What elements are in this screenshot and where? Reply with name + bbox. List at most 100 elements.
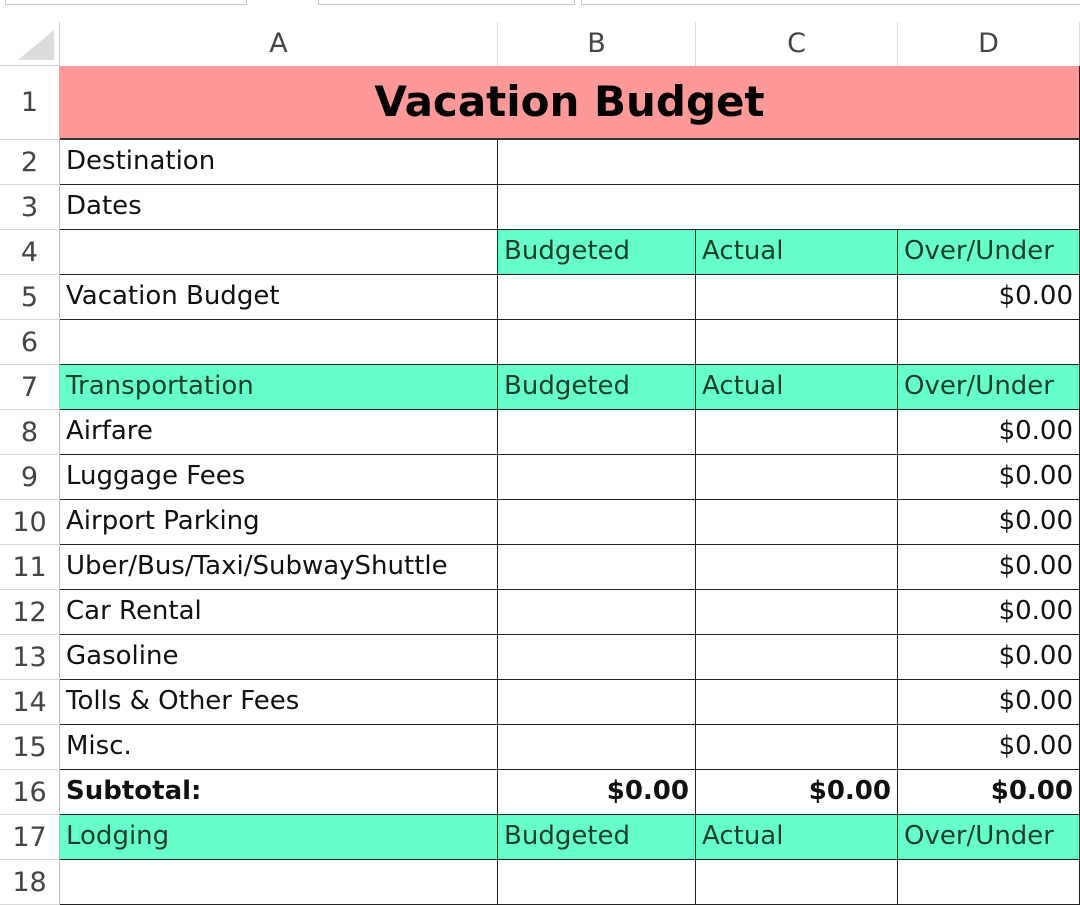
cell-b3[interactable] bbox=[498, 185, 1080, 230]
cell-b11[interactable] bbox=[498, 545, 696, 590]
cell-a4[interactable] bbox=[60, 230, 498, 275]
cell-d15[interactable]: $0.00 bbox=[898, 725, 1080, 770]
cell-c7[interactable]: Actual bbox=[696, 365, 898, 410]
row-header[interactable]: 17 bbox=[0, 815, 60, 860]
row-header[interactable]: 4 bbox=[0, 230, 60, 275]
title-cell[interactable]: Vacation Budget bbox=[60, 66, 1080, 140]
row-header[interactable]: 12 bbox=[0, 590, 60, 635]
cell-d17[interactable]: Over/Under bbox=[898, 815, 1080, 860]
row-10: 10 Airport Parking $0.00 bbox=[0, 500, 1080, 545]
row-header[interactable]: 5 bbox=[0, 275, 60, 320]
cell-d9[interactable]: $0.00 bbox=[898, 455, 1080, 500]
row-header[interactable]: 9 bbox=[0, 455, 60, 500]
row-13: 13 Gasoline $0.00 bbox=[0, 635, 1080, 680]
cell-c10[interactable] bbox=[696, 500, 898, 545]
cell-d4[interactable]: Over/Under bbox=[898, 230, 1080, 275]
row-1: 1 Vacation Budget bbox=[0, 66, 1080, 140]
cell-b4[interactable]: Budgeted bbox=[498, 230, 696, 275]
cell-b2[interactable] bbox=[498, 140, 1080, 185]
cell-c16[interactable]: $0.00 bbox=[696, 770, 898, 815]
cell-b17[interactable]: Budgeted bbox=[498, 815, 696, 860]
cell-c9[interactable] bbox=[696, 455, 898, 500]
cell-d7[interactable]: Over/Under bbox=[898, 365, 1080, 410]
cell-a6[interactable] bbox=[60, 320, 498, 365]
cell-a12[interactable]: Car Rental bbox=[60, 590, 498, 635]
cell-d13[interactable]: $0.00 bbox=[898, 635, 1080, 680]
cell-a8[interactable]: Airfare bbox=[60, 410, 498, 455]
cell-b8[interactable] bbox=[498, 410, 696, 455]
cell-c5[interactable] bbox=[696, 275, 898, 320]
cell-c13[interactable] bbox=[696, 635, 898, 680]
column-header-b[interactable]: B bbox=[498, 22, 696, 66]
cell-b15[interactable] bbox=[498, 725, 696, 770]
row-header[interactable]: 6 bbox=[0, 320, 60, 365]
cell-c18[interactable] bbox=[696, 860, 898, 905]
row-header[interactable]: 18 bbox=[0, 860, 60, 905]
cell-a11[interactable]: Uber/Bus/Taxi/SubwayShuttle bbox=[60, 545, 498, 590]
row-header[interactable]: 13 bbox=[0, 635, 60, 680]
cell-b5[interactable] bbox=[498, 275, 696, 320]
cell-a17[interactable]: Lodging bbox=[60, 815, 498, 860]
row-header[interactable]: 7 bbox=[0, 365, 60, 410]
row-header[interactable]: 8 bbox=[0, 410, 60, 455]
cell-b6[interactable] bbox=[498, 320, 696, 365]
cell-a7[interactable]: Transportation bbox=[60, 365, 498, 410]
row-9: 9 Luggage Fees $0.00 bbox=[0, 455, 1080, 500]
row-7: 7 Transportation Budgeted Actual Over/Under bbox=[0, 365, 1080, 410]
cell-d16[interactable]: $0.00 bbox=[898, 770, 1080, 815]
select-all-button[interactable] bbox=[0, 22, 60, 66]
cell-c15[interactable] bbox=[696, 725, 898, 770]
row-header[interactable]: 14 bbox=[0, 680, 60, 725]
row-header[interactable]: 2 bbox=[0, 140, 60, 185]
cell-b16[interactable]: $0.00 bbox=[498, 770, 696, 815]
cell-d8[interactable]: $0.00 bbox=[898, 410, 1080, 455]
row-3: 3 Dates bbox=[0, 185, 1080, 230]
cell-b18[interactable] bbox=[498, 860, 696, 905]
cell-a2[interactable]: Destination bbox=[60, 140, 498, 185]
cell-c4[interactable]: Actual bbox=[696, 230, 898, 275]
cell-c14[interactable] bbox=[696, 680, 898, 725]
cell-a16[interactable]: Subtotal: bbox=[60, 770, 498, 815]
sheet-tab[interactable] bbox=[318, 0, 575, 5]
cell-d18[interactable] bbox=[898, 860, 1080, 905]
row-header[interactable]: 11 bbox=[0, 545, 60, 590]
column-header-c[interactable]: C bbox=[696, 22, 898, 66]
cell-b14[interactable] bbox=[498, 680, 696, 725]
cell-b13[interactable] bbox=[498, 635, 696, 680]
sheet-tab[interactable] bbox=[5, 0, 247, 5]
cell-b7[interactable]: Budgeted bbox=[498, 365, 696, 410]
cell-a10[interactable]: Airport Parking bbox=[60, 500, 498, 545]
cell-a9[interactable]: Luggage Fees bbox=[60, 455, 498, 500]
row-header[interactable]: 10 bbox=[0, 500, 60, 545]
cell-d6[interactable] bbox=[898, 320, 1080, 365]
cell-c11[interactable] bbox=[696, 545, 898, 590]
cell-d12[interactable]: $0.00 bbox=[898, 590, 1080, 635]
row-header[interactable]: 3 bbox=[0, 185, 60, 230]
select-all-triangle-icon bbox=[18, 30, 54, 60]
column-header-d[interactable]: D bbox=[898, 22, 1080, 66]
cell-a5[interactable]: Vacation Budget bbox=[60, 275, 498, 320]
cell-b9[interactable] bbox=[498, 455, 696, 500]
cell-c12[interactable] bbox=[696, 590, 898, 635]
cell-d14[interactable]: $0.00 bbox=[898, 680, 1080, 725]
cell-a3[interactable]: Dates bbox=[60, 185, 498, 230]
row-header[interactable]: 15 bbox=[0, 725, 60, 770]
cell-a18[interactable] bbox=[60, 860, 498, 905]
cell-a15[interactable]: Misc. bbox=[60, 725, 498, 770]
cell-d10[interactable]: $0.00 bbox=[898, 500, 1080, 545]
cell-c6[interactable] bbox=[696, 320, 898, 365]
row-header[interactable]: 16 bbox=[0, 770, 60, 815]
cell-c17[interactable]: Actual bbox=[696, 815, 898, 860]
row-12: 12 Car Rental $0.00 bbox=[0, 590, 1080, 635]
cell-b12[interactable] bbox=[498, 590, 696, 635]
cell-d11[interactable]: $0.00 bbox=[898, 545, 1080, 590]
column-header-a[interactable]: A bbox=[60, 22, 498, 66]
cell-c8[interactable] bbox=[696, 410, 898, 455]
cell-a14[interactable]: Tolls & Other Fees bbox=[60, 680, 498, 725]
column-headers: A B C D bbox=[60, 22, 1080, 67]
cell-b10[interactable] bbox=[498, 500, 696, 545]
row-header[interactable]: 1 bbox=[0, 66, 60, 140]
sheet-tab[interactable] bbox=[581, 0, 1080, 5]
cell-d5[interactable]: $0.00 bbox=[898, 275, 1080, 320]
cell-a13[interactable]: Gasoline bbox=[60, 635, 498, 680]
